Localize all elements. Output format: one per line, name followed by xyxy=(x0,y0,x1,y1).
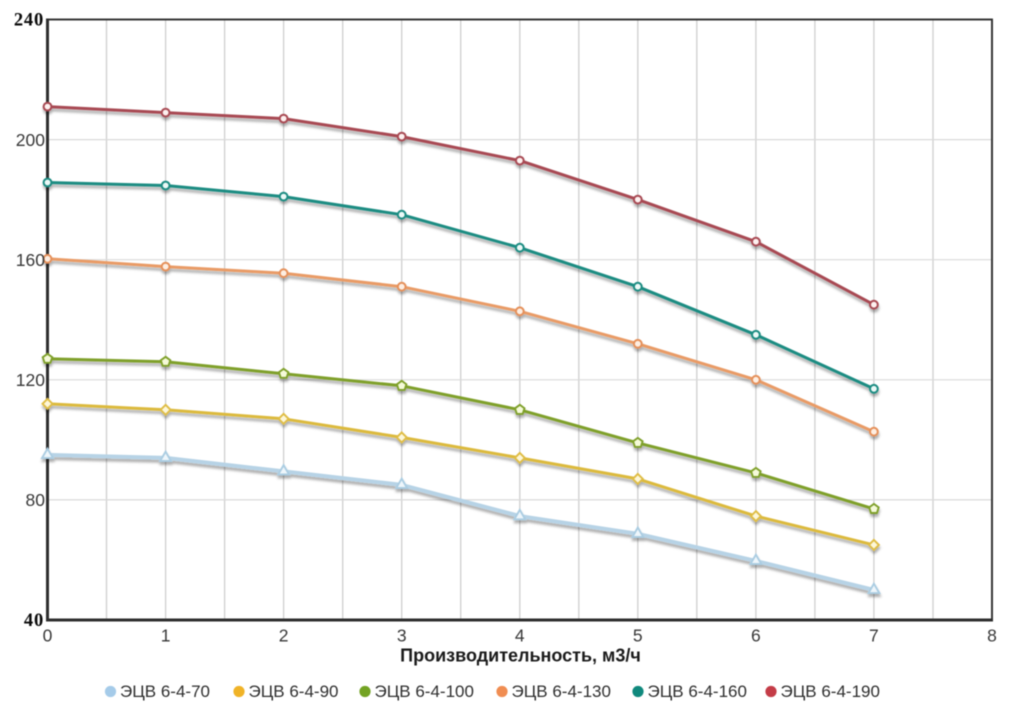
svg-text:200: 200 xyxy=(16,130,45,150)
svg-text:80: 80 xyxy=(26,490,46,510)
svg-text:0: 0 xyxy=(43,626,53,646)
svg-text:4: 4 xyxy=(515,626,525,646)
svg-text:3: 3 xyxy=(397,626,407,646)
svg-text:240: 240 xyxy=(14,11,44,31)
svg-text:160: 160 xyxy=(16,250,45,270)
svg-text:7: 7 xyxy=(869,626,879,646)
svg-text:ЭЦВ 6-4-70: ЭЦВ 6-4-70 xyxy=(120,682,210,701)
svg-text:2: 2 xyxy=(279,626,289,646)
svg-text:Производительность, м3/ч: Производительность, м3/ч xyxy=(400,646,641,666)
svg-text:6: 6 xyxy=(751,626,761,646)
svg-text:8: 8 xyxy=(987,626,997,646)
svg-text:ЭЦВ 6-4-130: ЭЦВ 6-4-130 xyxy=(512,682,611,701)
svg-text:5: 5 xyxy=(633,626,643,646)
svg-text:120: 120 xyxy=(16,370,45,390)
svg-text:40: 40 xyxy=(24,611,44,631)
svg-text:ЭЦВ 6-4-90: ЭЦВ 6-4-90 xyxy=(249,682,339,701)
svg-text:ЭЦВ 6-4-100: ЭЦВ 6-4-100 xyxy=(375,682,474,701)
svg-text:1: 1 xyxy=(161,626,171,646)
svg-text:ЭЦВ 6-4-160: ЭЦВ 6-4-160 xyxy=(648,682,747,701)
svg-text:ЭЦВ 6-4-190: ЭЦВ 6-4-190 xyxy=(781,682,880,701)
